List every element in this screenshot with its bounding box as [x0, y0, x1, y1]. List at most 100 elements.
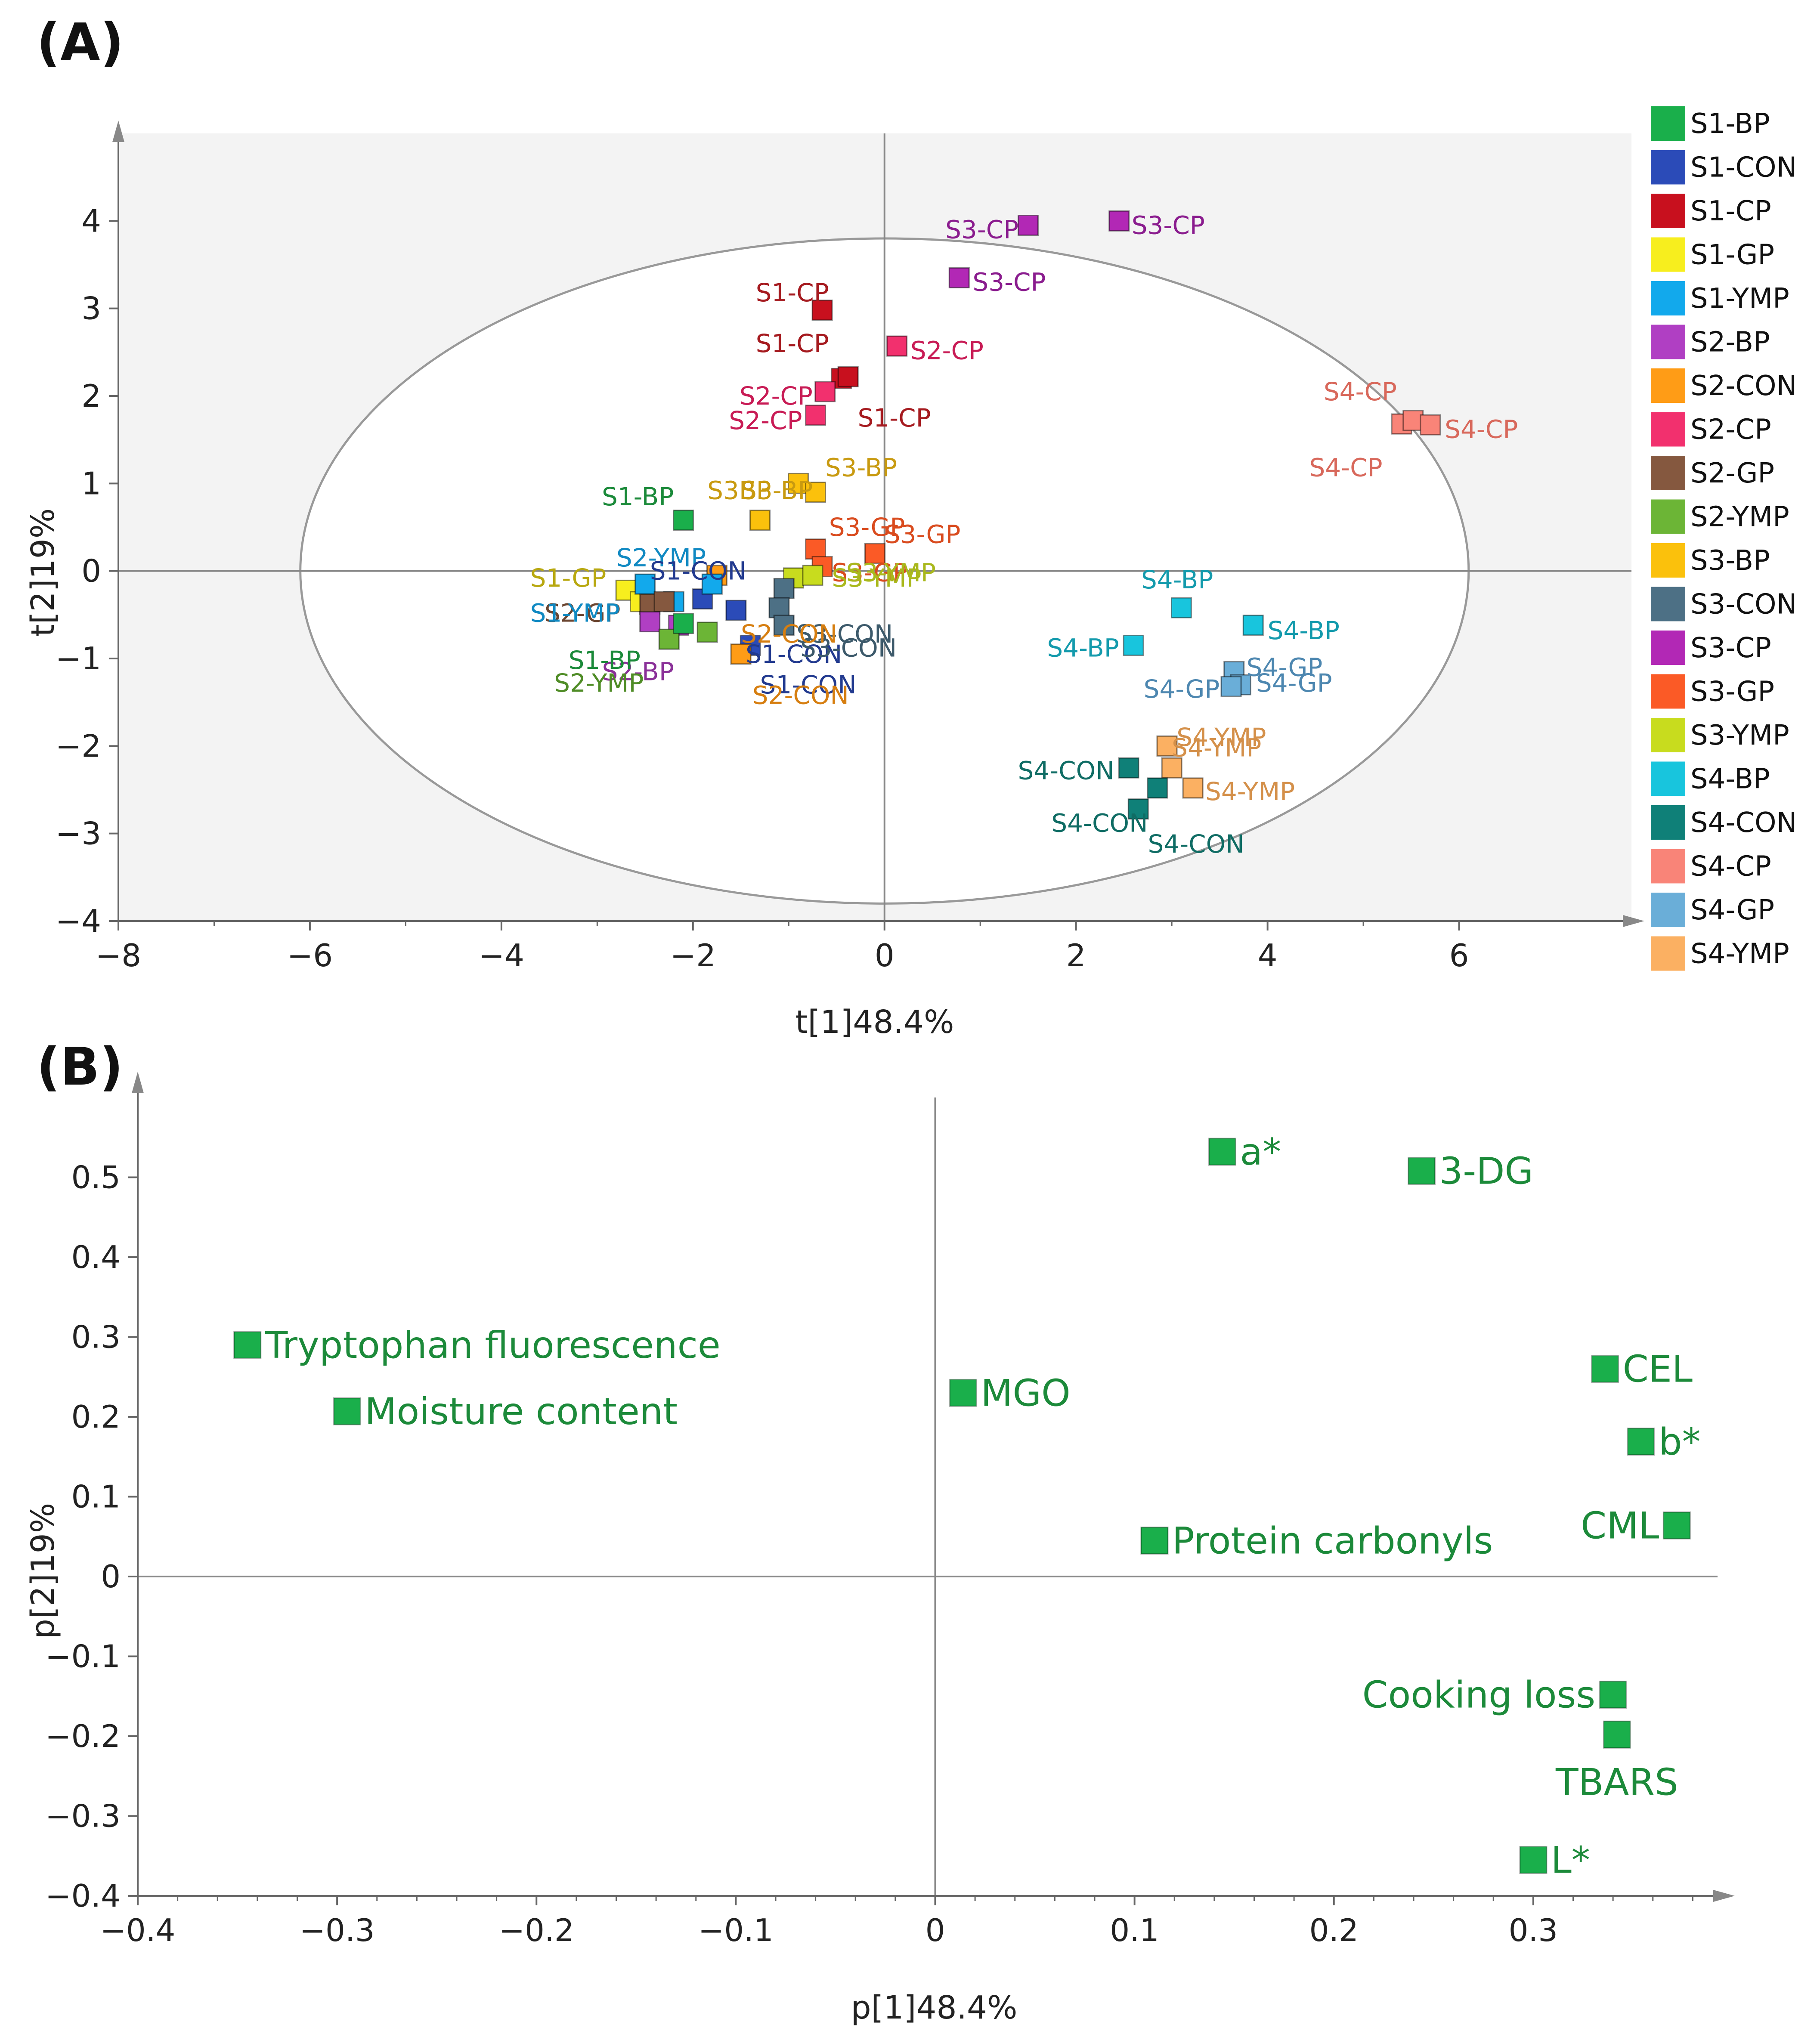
point-label: S4-CP [1445, 414, 1518, 444]
x-tick-label: −6 [287, 937, 333, 974]
panel-a-y-axis-title: t[2]19% [25, 508, 62, 637]
panel-a-y-axis-arrow [112, 121, 124, 142]
point-s3-con [773, 615, 795, 636]
point-label: S2-YMP [554, 668, 644, 698]
point-label: S3-CP [1132, 211, 1205, 240]
panel-b-x-ticks: −0.4 −0.3 −0.2 −0.1 0 0.1 0.2 0.3 [100, 1896, 1693, 1948]
y-tick-label: 0 [81, 553, 101, 589]
y-tick-label: −4 [56, 903, 101, 939]
legend-label: S3-GP [1690, 676, 1774, 708]
loading-label: Tryptophan fluorescence [265, 1324, 721, 1367]
point-label: S1-GP [530, 563, 607, 593]
point-s4-bp [1242, 615, 1264, 636]
legend-swatch [1651, 849, 1685, 884]
panel-b-points: a* 3-DG Tryptophan fluorescence Moisture co… [233, 1131, 1701, 1882]
legend-swatch [1651, 718, 1685, 752]
point-label: S3-GP [885, 519, 961, 549]
legend-label: S2-GP [1690, 458, 1774, 489]
point-label: S2-GP [545, 598, 621, 628]
point-label: S4-BP [1141, 565, 1213, 594]
point-label: S2-CP [729, 406, 802, 435]
loading-label: TBARS [1555, 1761, 1678, 1804]
y-tick-label: 0.2 [71, 1399, 121, 1435]
point-s3-ymp [802, 565, 823, 586]
point-label: S1-YMP [530, 598, 620, 628]
loading-marker [1662, 1511, 1691, 1539]
panel-b-y-axis-arrow [132, 1072, 144, 1093]
panel-b-x-axis-arrow [1713, 1890, 1735, 1902]
y-tick-label: 1 [81, 465, 101, 501]
y-tick-label: −0.1 [45, 1638, 121, 1675]
point-s2-con [730, 643, 752, 665]
point-s2-gp [653, 591, 675, 612]
point-s4-con [1127, 798, 1149, 820]
point-s1-bp [673, 510, 694, 531]
panel-a-x-axis-arrow [1623, 915, 1644, 927]
point-label: S4-CP [1309, 453, 1382, 482]
panel-a-point-labels: S3-CP S3-CPS3-CPS1-CPS1-CPS1-CPS2-CPS2-CP… [530, 211, 1518, 859]
loading-marker [1208, 1138, 1236, 1166]
panel-b-x-axis-title: p[1]48.4% [851, 1989, 1018, 2026]
panel-b-y-axis-title: p[2]19% [25, 1503, 62, 1639]
y-tick-label: −0.3 [45, 1798, 121, 1834]
panel-a-label: (A) [37, 13, 124, 73]
loading-marker [1408, 1157, 1436, 1185]
legend-label: S1-CP [1690, 195, 1771, 227]
y-tick-label: 0.1 [71, 1479, 121, 1515]
point-label: S2-CP [740, 381, 813, 411]
panel-b-axes [132, 1072, 1735, 1902]
y-tick-label: 2 [81, 378, 101, 414]
y-tick-label: 0.4 [71, 1239, 121, 1275]
legend-label: S3-YMP [1690, 720, 1789, 751]
legend-label: S4-BP [1690, 764, 1770, 795]
loading-label: MGO [981, 1372, 1071, 1415]
x-tick-label: −8 [96, 937, 141, 974]
point-s3-cp [1017, 215, 1039, 236]
legend-label: S4-CON [1690, 807, 1797, 839]
loading-marker [1599, 1681, 1627, 1709]
point-label: S3-GP [832, 558, 908, 587]
point-label: S4-CON [1051, 808, 1148, 838]
point-s2-cp [805, 405, 826, 426]
x-tick-label: −0.3 [300, 1912, 375, 1948]
point-label: S2-BP [602, 657, 674, 686]
point-s4-cp [1420, 414, 1441, 436]
panel-b-plot: −0.4 −0.3 −0.2 −0.1 0 0.1 0.2 0.3 −0.4−0.3−0.2−… [25, 1072, 1735, 2026]
point-label: S3BP [707, 476, 771, 505]
legend-swatch [1651, 499, 1685, 534]
point-label: S4-CON [1148, 829, 1244, 859]
y-tick-label: 4 [81, 203, 101, 239]
point-s4-bp [1170, 597, 1192, 618]
x-tick-label: 0 [875, 937, 895, 974]
legend-swatch [1651, 456, 1685, 490]
legend-swatch [1651, 674, 1685, 709]
legend-label: S2-BP [1690, 327, 1770, 359]
point-label: S3-YMP [846, 558, 936, 587]
legend-label: S3-CON [1690, 589, 1797, 621]
point-s3-con [768, 597, 790, 618]
x-tick-label: 0 [925, 1912, 945, 1948]
panel-b-label: (B) [37, 1037, 123, 1097]
point-label: S3-CP [945, 215, 1018, 244]
legend-swatch [1651, 194, 1685, 228]
x-tick-label: −2 [670, 937, 716, 974]
legend-label: S2-CP [1690, 414, 1771, 446]
point-label: S1-CON [746, 640, 842, 669]
point-label: S4-BP [1268, 616, 1340, 645]
y-tick-label: −0.2 [45, 1718, 121, 1754]
x-tick-label: −0.1 [698, 1912, 774, 1948]
legend-label: S2-YMP [1690, 501, 1789, 533]
y-tick-label: −3 [56, 816, 101, 852]
point-label: S1-CP [756, 329, 829, 358]
point-label: S3-BP [741, 476, 813, 505]
point-s4-ymp [1156, 735, 1178, 757]
legend-swatch [1651, 631, 1685, 665]
y-tick-label: −0.4 [45, 1878, 121, 1914]
loading-label: L* [1551, 1839, 1590, 1882]
point-label: S4-CP [1324, 377, 1397, 406]
legend-swatch [1651, 805, 1685, 840]
point-s2-ymp [696, 621, 718, 643]
legend-swatch [1651, 543, 1685, 578]
loading-marker [1627, 1428, 1655, 1456]
